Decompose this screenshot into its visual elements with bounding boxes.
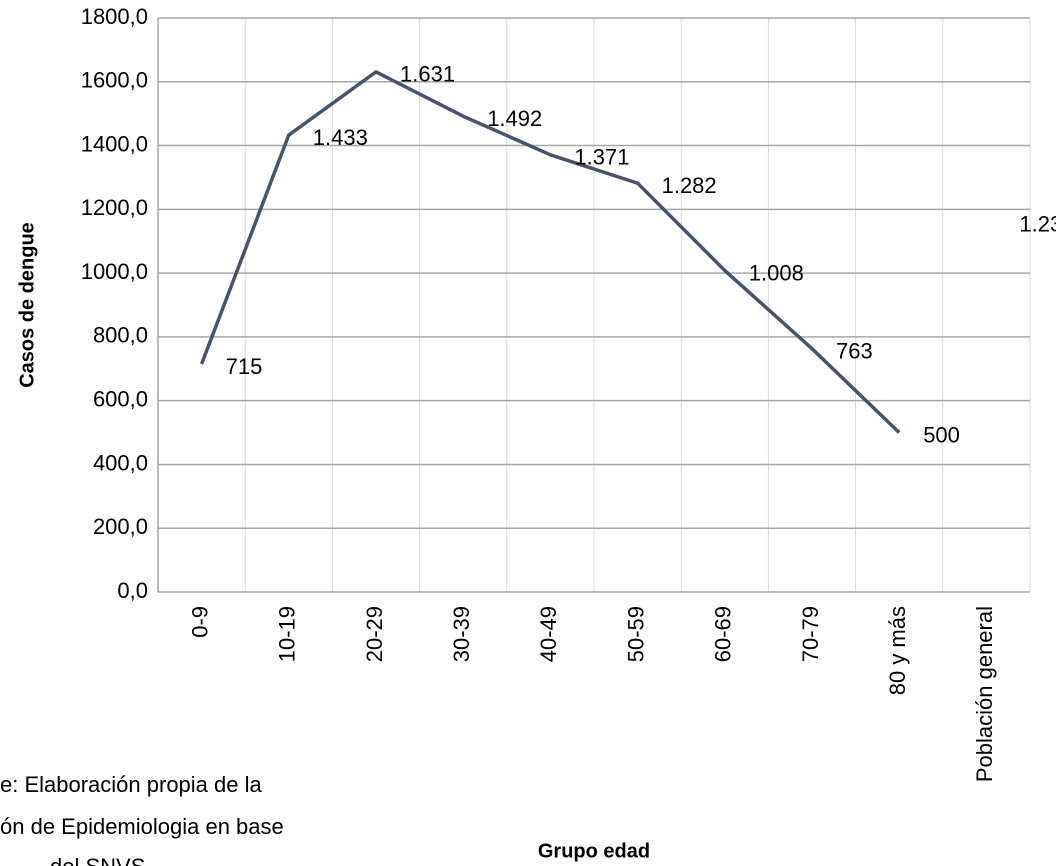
x-tick-label: 30-39 [449,606,474,662]
y-tick-label: 1800,0 [81,4,148,29]
data-label: 1.371 [574,145,629,170]
data-label: 715 [226,354,263,379]
y-tick-label: 600,0 [93,386,148,411]
source-line: del SNVS [50,854,145,866]
data-label: 1.282 [662,173,717,198]
x-tick-label: Población general [972,606,997,782]
x-tick-label: 20-29 [362,606,387,662]
source-line: ón de Epidemiologia en base [0,814,284,839]
data-label: 1.433 [313,125,368,150]
x-tick-label: 10-19 [275,606,300,662]
x-axis-title: Grupo edad [538,840,650,862]
x-tick-label: 0-9 [187,606,212,638]
data-label: 1.492 [487,106,542,131]
y-tick-label: 1400,0 [81,131,148,156]
x-tick-label: 70-79 [798,606,823,662]
y-axis-title: Casos de dengue [16,222,38,388]
data-label: 763 [836,339,873,364]
line [199,70,901,434]
source-line: e: Elaboración propia de la [0,772,262,797]
y-tick-label: 200,0 [93,514,148,539]
x-tick-label: 50-59 [623,606,648,662]
y-tick-label: 1600,0 [81,68,148,93]
data-label: 1.008 [749,260,804,285]
data-label: 500 [923,422,960,447]
y-tick-label: 1000,0 [81,259,148,284]
y-tick-label: 800,0 [93,323,148,348]
x-tick-label: 60-69 [711,606,736,662]
annotation: 1.239 [1019,212,1056,237]
y-tick-label: 1200,0 [81,195,148,220]
y-tick-label: 0,0 [117,578,148,603]
data-label: 1.631 [400,62,455,87]
x-tick-label: 80 y más [885,606,910,695]
y-tick-label: 400,0 [93,450,148,475]
x-tick-label: 40-49 [536,606,561,662]
